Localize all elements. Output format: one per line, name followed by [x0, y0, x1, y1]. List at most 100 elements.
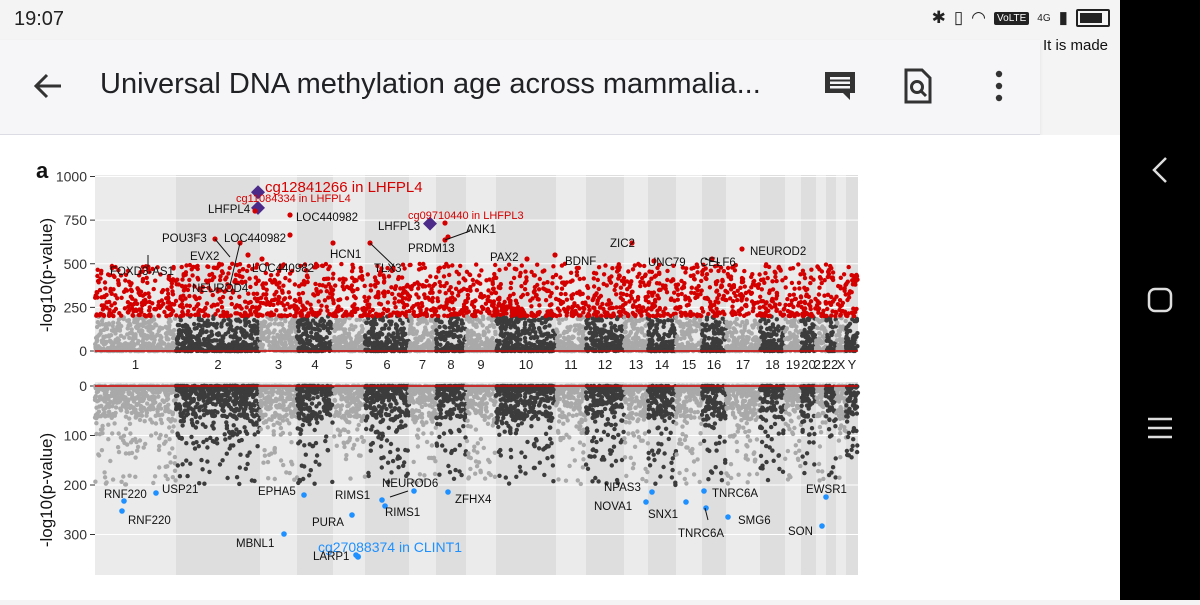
data-point	[165, 288, 169, 292]
back-button[interactable]	[28, 66, 68, 106]
data-point	[538, 277, 542, 281]
status-bar: 19:07 ✱ ▯ ◠ VoLTE 4G ▮	[0, 0, 1120, 40]
data-point	[395, 324, 399, 328]
data-point	[180, 302, 184, 306]
data-point	[333, 283, 337, 287]
data-point	[689, 291, 693, 295]
data-point	[421, 284, 425, 288]
data-point	[270, 280, 274, 284]
data-point	[509, 286, 513, 290]
data-point	[565, 313, 569, 317]
data-point	[95, 338, 99, 342]
battery-icon	[1076, 9, 1110, 27]
find-in-page-button[interactable]	[896, 64, 940, 108]
data-point	[388, 312, 392, 316]
data-point	[515, 339, 519, 343]
overflow-menu-button[interactable]	[977, 64, 1021, 108]
data-point	[249, 300, 253, 304]
data-point	[180, 277, 184, 281]
data-point	[565, 298, 569, 302]
data-point	[337, 318, 341, 322]
data-point	[206, 314, 210, 318]
data-point	[152, 287, 156, 291]
data-point	[498, 303, 502, 307]
data-point	[518, 271, 522, 275]
data-point	[757, 272, 761, 276]
data-point	[598, 305, 602, 309]
data-point	[674, 315, 678, 319]
data-point	[274, 317, 278, 321]
top-ylabel: -log10(p-value)	[37, 218, 56, 332]
data-point	[353, 325, 357, 329]
data-point	[669, 318, 673, 322]
data-point	[293, 282, 297, 286]
data-point	[428, 274, 432, 278]
data-point	[386, 290, 390, 294]
data-point	[577, 331, 581, 335]
data-point	[123, 306, 127, 310]
data-point	[562, 307, 566, 311]
data-point	[571, 292, 575, 296]
data-point	[725, 331, 729, 335]
data-point	[305, 280, 309, 284]
data-point	[235, 318, 239, 322]
data-point	[635, 319, 639, 323]
data-point	[583, 300, 587, 304]
data-point	[295, 334, 299, 338]
data-point	[278, 314, 282, 318]
data-point	[592, 312, 596, 316]
data-point	[99, 312, 103, 316]
data-point	[202, 314, 206, 318]
data-point	[519, 284, 523, 288]
data-point	[235, 338, 239, 342]
data-point	[703, 296, 707, 300]
data-point	[634, 344, 638, 348]
data-point	[281, 284, 285, 288]
data-point	[436, 269, 440, 273]
data-point	[481, 306, 485, 310]
data-point	[166, 295, 170, 299]
data-point	[321, 264, 325, 268]
data-point	[297, 329, 301, 333]
data-point	[602, 323, 606, 327]
data-point	[578, 277, 582, 281]
data-point	[563, 292, 567, 296]
data-point	[370, 314, 374, 318]
data-point	[207, 342, 211, 346]
network-type-label: 4G	[1037, 13, 1050, 24]
data-point	[486, 295, 490, 299]
data-point	[182, 288, 186, 292]
data-point	[549, 291, 553, 295]
data-point	[501, 306, 505, 310]
data-point	[556, 335, 560, 339]
data-point	[706, 312, 710, 316]
data-point	[457, 290, 461, 294]
data-point	[171, 309, 175, 313]
data-point	[397, 293, 401, 297]
comments-button[interactable]	[818, 64, 862, 108]
data-point	[529, 304, 533, 308]
data-point	[555, 330, 559, 334]
data-point	[229, 296, 233, 300]
data-point	[149, 325, 153, 329]
data-point	[140, 303, 144, 307]
data-point	[523, 326, 527, 330]
data-point	[123, 278, 127, 282]
data-point	[297, 346, 301, 350]
data-point	[99, 269, 103, 273]
data-point	[355, 307, 359, 311]
data-point	[587, 308, 591, 312]
data-point	[612, 288, 616, 292]
data-point	[450, 313, 454, 317]
data-point	[142, 299, 146, 303]
data-point	[339, 262, 343, 266]
data-point	[675, 288, 679, 292]
data-point	[648, 338, 652, 342]
data-point	[262, 324, 266, 328]
data-point	[437, 290, 441, 294]
data-point	[271, 330, 275, 334]
data-point	[221, 336, 225, 340]
data-point	[479, 268, 483, 272]
y-tick-label: 500	[64, 256, 88, 272]
